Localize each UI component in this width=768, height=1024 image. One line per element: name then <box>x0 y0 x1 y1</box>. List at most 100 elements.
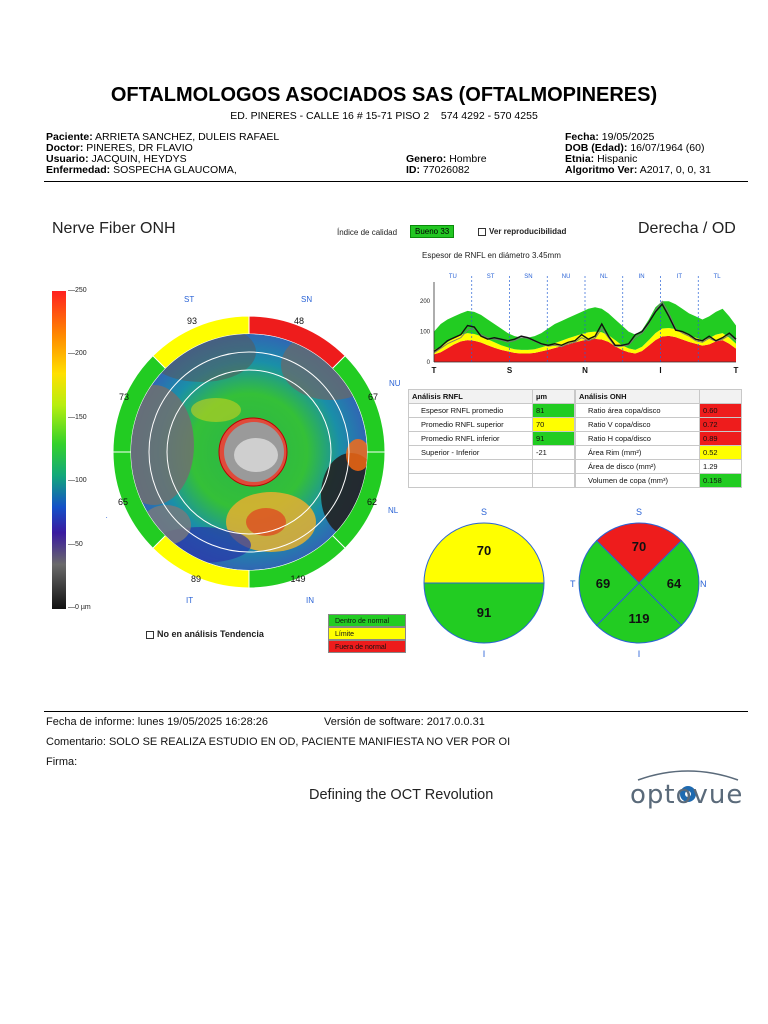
clinic-title: OFTALMOLOGOS ASOCIADOS SAS (OFTALMOPINER… <box>110 84 658 106</box>
colorbar-tick: —0 µm <box>68 604 91 611</box>
eye-label: Derecha / OD <box>638 220 736 237</box>
quad-temporal-value: 69 <box>596 576 610 591</box>
patient-name: ARRIETA SANCHEZ, DULEIS RAFAEL <box>95 131 280 143</box>
value-st: 93 <box>187 316 197 326</box>
series-fellow <box>433 300 737 354</box>
dob-row: DOB (Edad): 16/07/1964 (60) <box>565 142 705 154</box>
colorbar-tick: —150 <box>68 413 87 421</box>
clinic-address: ED. PINERES - CALLE 16 # 15-71 PISO 2 57… <box>230 110 538 122</box>
label-nl: NL <box>388 506 399 515</box>
tsnit-sector-label: TU <box>449 274 457 280</box>
x-tick-label: S <box>507 366 513 375</box>
y-tick-label: 100 <box>420 330 431 336</box>
analysis-tables: Análisis RNFL µm Espesor RNFL promedio 81 P… <box>408 389 742 488</box>
quad-nasal <box>638 539 700 627</box>
onh-label: Ratio área copa/disco <box>575 403 700 418</box>
tsnit-sector-label: SN <box>524 274 532 280</box>
onh-label: Ratio H copa/disco <box>575 431 700 446</box>
y-tick-label: 0 <box>427 360 431 366</box>
quad-i-label: I <box>638 649 641 659</box>
algorithm: A2017, 0, 0, 31 <box>639 164 711 176</box>
trend-checkbox[interactable] <box>146 630 154 639</box>
rnfl-label: Superior - Inferior <box>408 445 533 460</box>
hemi-chart: S 70 91 I <box>423 507 545 659</box>
hemi-superior <box>423 522 545 584</box>
x-tick-label: N <box>582 366 588 375</box>
signature-label: Firma: <box>46 756 78 768</box>
band-borderline <box>434 327 736 355</box>
x-tick-label: T <box>734 366 739 375</box>
legend: Dentro de normal Límite Fuera de normal <box>328 614 406 653</box>
value-it: 89 <box>191 574 201 584</box>
colorbar-tick: —50 <box>68 540 83 548</box>
rnfl-row: Promedio RNFL superior 70 <box>408 417 575 432</box>
rnfl-unit: µm <box>532 389 575 404</box>
user-name: JACQUIN, HEYDYS <box>91 153 187 165</box>
legend-outside: Fuera de normal <box>328 640 406 653</box>
algorithm-row: Algoritmo Ver: A2017, 0, 0, 31 <box>565 164 711 176</box>
quad-superior-value: 70 <box>632 539 646 554</box>
quad-nasal-value: 64 <box>667 576 682 591</box>
onh-row: Área Rim (mm²) 0.52 <box>575 445 742 460</box>
rnfl-value: 91 <box>532 431 575 446</box>
hemi-i-label: I <box>483 649 486 659</box>
label-it: IT <box>186 596 193 605</box>
value-tl: 65 <box>118 497 128 507</box>
value-nu: 67 <box>368 392 378 402</box>
tsnit-sector-label: IT <box>677 274 683 280</box>
software-version: Versión de software: 2017.0.0.31 <box>324 716 485 728</box>
reproducibility-toggle[interactable]: Ver reproducibilidad <box>478 227 566 236</box>
trend-label: No en análisis Tendencia <box>157 629 264 639</box>
quadrant-chart: S T N I 70 69 64 119 <box>570 507 707 659</box>
quad-temporal <box>578 539 640 627</box>
colorbar-tick: —200 <box>68 350 87 358</box>
trend-toggle[interactable]: No en análisis Tendencia <box>146 629 264 639</box>
legend-borderline: Límite <box>328 627 406 640</box>
tsnit-sector-label: ST <box>487 274 495 280</box>
quad-superior <box>595 522 683 584</box>
onh-row: Volumen de copa (mm³) 0.158 <box>575 473 742 488</box>
rnfl-row: Promedio RNFL inferior 91 <box>408 431 575 446</box>
user-row: Usuario: JACQUIN, HEYDYS <box>46 153 187 165</box>
onh-value: 0.158 <box>699 473 742 488</box>
gender-row: Genero: Hombre <box>406 153 487 165</box>
disease: SOSPECHA GLAUCOMA, <box>113 164 237 176</box>
onh-label: Ratio V copa/disco <box>575 417 700 432</box>
exam-date: 19/05/2025 <box>601 131 655 143</box>
rnfl-value: -21 <box>532 445 575 460</box>
onh-value: 0.89 <box>699 431 742 446</box>
series-patient <box>433 303 737 352</box>
report-title: Nerve Fiber ONH <box>52 220 176 237</box>
quality-label: Índice de calidad <box>337 228 398 237</box>
tsnit-series <box>433 300 737 354</box>
value-tu: 73 <box>119 392 129 402</box>
onh-value: 1.29 <box>699 459 742 474</box>
logo-text: optovue <box>630 780 744 810</box>
quad-t-label: T <box>570 579 576 589</box>
tsnit-sector-label: NU <box>562 274 571 280</box>
tsnit-sector-label: TL <box>714 274 722 280</box>
rnfl-header: Análisis RNFL <box>408 389 533 404</box>
report-date: Fecha de informe: lunes 19/05/2025 16:28… <box>46 716 268 728</box>
quad-inferior <box>595 582 683 644</box>
doctor-name: PINERES, DR FLAVIO <box>86 142 193 154</box>
tsnit-title: Espesor de RNFL en diámetro 3.45mm <box>422 251 561 260</box>
patient-info-left: Paciente: ARRIETA SANCHEZ, DULEIS RAFAEL… <box>46 132 279 176</box>
rnfl-row: Espesor RNFL promedio 81 <box>408 403 575 418</box>
comment: Comentario: SOLO SE REALIZA ESTUDIO EN O… <box>46 736 511 748</box>
rnfl-label: Espesor RNFL promedio <box>408 403 533 418</box>
doctor-row: Doctor: PINERES, DR FLAVIO <box>46 142 193 154</box>
label-st: ST <box>184 295 194 304</box>
onh-label: Volumen de copa (mm³) <box>575 473 700 488</box>
tsnit-sector-label: NL <box>600 274 608 280</box>
onh-row: Ratio V copa/disco 0.72 <box>575 417 742 432</box>
onh-header: Análisis ONH <box>575 389 700 404</box>
id-row: ID: 77026082 <box>406 164 470 176</box>
x-tick-label: T <box>432 366 437 375</box>
rnfl-value: 81 <box>532 403 575 418</box>
reproducibility-checkbox[interactable] <box>478 227 486 236</box>
thickness-colorbar <box>52 291 66 609</box>
rnfl-row: Superior - Inferior -21 <box>408 445 575 460</box>
value-sn: 48 <box>294 316 304 326</box>
y-tick-label: 200 <box>420 299 431 305</box>
